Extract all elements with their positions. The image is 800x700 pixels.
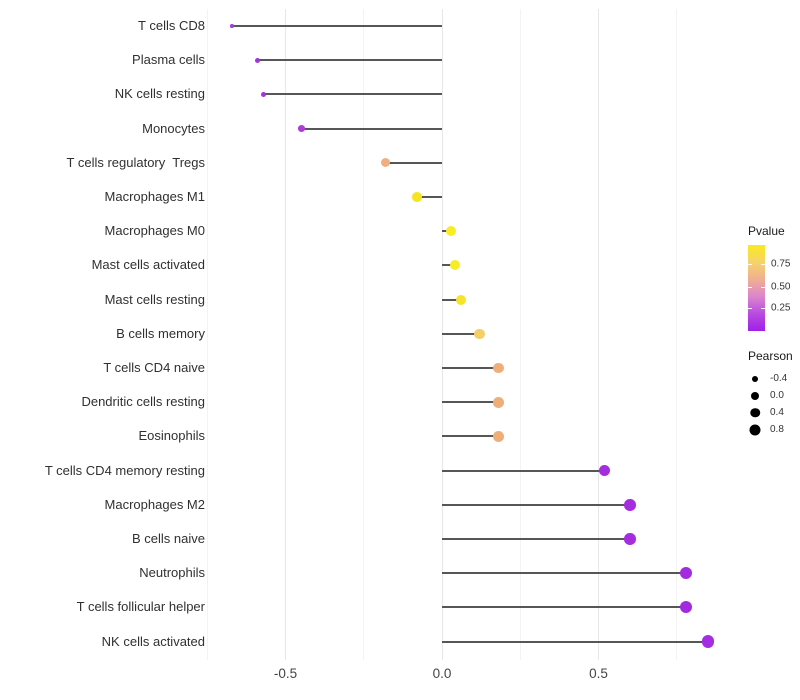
size-legend-label: -0.4 <box>770 373 788 384</box>
lollipop-stick <box>416 196 442 198</box>
gridline <box>519 9 521 660</box>
y-axis-label: Eosinophils <box>138 428 206 444</box>
lollipop-dot <box>624 499 636 511</box>
lollipop-dot <box>455 294 466 305</box>
colorbar-tick <box>761 287 765 289</box>
y-axis-label: NK cells resting <box>114 86 205 102</box>
lollipop-dot <box>381 158 391 168</box>
y-axis-label: Mast cells activated <box>91 257 205 273</box>
colorbar-tick-label: 0.25 <box>771 302 791 314</box>
y-axis-label: NK cells activated <box>101 633 205 649</box>
lollipop-dot <box>297 125 305 132</box>
size-legend-dot <box>752 375 758 382</box>
size-legend-dot <box>751 391 759 400</box>
lollipop-stick <box>442 538 630 540</box>
gridline <box>285 9 286 660</box>
colorbar-tick <box>748 264 752 266</box>
gridline <box>676 9 678 660</box>
lollipop-dot <box>492 431 504 442</box>
size-legend-key <box>748 423 762 437</box>
y-axis-label: Macrophages M2 <box>104 496 205 512</box>
size-legend-key <box>748 372 762 386</box>
lollipop-dot <box>680 567 693 580</box>
size-legend-entry: -0.4 <box>748 370 793 387</box>
lollipop-stick <box>385 161 442 164</box>
y-axis-label: T cells CD8 <box>138 18 205 33</box>
y-axis-label: T cells follicular helper <box>76 599 205 615</box>
pvalue-legend-title: Pvalue <box>748 224 785 238</box>
lollipop-dot <box>701 635 715 648</box>
lollipop-dot <box>492 396 504 408</box>
lollipop-dot <box>474 328 485 340</box>
y-axis-label: Neutrophils <box>139 565 205 581</box>
x-tick-label: 0.0 <box>432 666 452 681</box>
lollipop-stick <box>442 298 461 301</box>
lollipop-stick <box>442 503 630 506</box>
colorbar-tick-label: 0.75 <box>771 258 791 270</box>
pearson-size-legend: Pearson -0.4 0.0 0.4 0.8 <box>748 349 793 438</box>
lollipop-stick <box>442 606 687 609</box>
colorbar-tick <box>761 264 765 266</box>
size-legend-dot <box>750 407 760 418</box>
y-axis-label: B cells naive <box>132 531 205 546</box>
lollipop-stick <box>263 93 442 96</box>
size-legend-label: 0.8 <box>770 424 784 435</box>
gridline <box>206 9 208 660</box>
lollipop-stick <box>442 264 455 267</box>
lollipop-stick <box>301 127 442 130</box>
y-axis-label: T cells regulatory Tregs <box>66 154 205 170</box>
size-legend-entry: 0.8 <box>748 421 793 438</box>
colorbar-tick <box>761 308 765 310</box>
colorbar-tick <box>748 308 752 310</box>
size-legend-label: 0.4 <box>770 407 784 418</box>
size-legend-key <box>748 389 762 403</box>
lollipop-stick <box>442 435 499 438</box>
lollipop-dot <box>446 226 457 237</box>
lollipop-stick <box>442 640 709 643</box>
y-axis-label: Macrophages M0 <box>104 223 205 239</box>
lollipop-dot <box>624 533 636 545</box>
lollipop-stick <box>442 572 687 575</box>
lollipop-stick <box>442 469 605 472</box>
size-legend-key <box>748 406 762 420</box>
y-axis-label: Plasma cells <box>132 52 205 68</box>
gridline <box>363 9 365 660</box>
y-axis-label: Monocytes <box>142 120 205 136</box>
colorbar-tick <box>748 287 752 289</box>
pearson-legend-title: Pearson <box>748 349 793 363</box>
size-legend-dot <box>749 424 761 435</box>
colorbar: 0.75 0.50 0.25 <box>748 245 800 333</box>
y-axis-label: T cells CD4 memory resting <box>44 462 205 478</box>
x-tick-label: 0.5 <box>589 666 608 681</box>
y-axis-label: Macrophages M1 <box>104 189 205 204</box>
colorbar-gradient <box>748 245 765 331</box>
lollipop-stick <box>257 59 442 62</box>
lollipop-dot <box>599 464 611 477</box>
lollipop-stick <box>442 401 499 404</box>
lollipop-dot <box>680 601 693 614</box>
size-legend-entries: -0.4 0.0 0.4 0.8 <box>748 370 793 438</box>
gridline <box>598 9 599 660</box>
y-axis-label: T cells CD4 naive <box>103 360 205 375</box>
lollipop-stick <box>232 25 442 27</box>
lollipop-dot <box>492 362 504 374</box>
y-axis-label: B cells memory <box>116 325 205 341</box>
lollipop-stick <box>442 332 480 335</box>
x-tick-label: -0.5 <box>273 666 298 681</box>
lollipop-dot <box>412 192 422 202</box>
lollipop-dot <box>449 260 460 271</box>
y-axis-label: Mast cells resting <box>104 291 205 307</box>
lollipop-stick <box>442 367 499 369</box>
size-legend-label: 0.0 <box>770 390 784 401</box>
size-legend-entry: 0.0 <box>748 387 793 404</box>
lollipop-dot <box>230 24 235 28</box>
lollipop-dot <box>254 57 261 63</box>
colorbar-tick-label: 0.50 <box>771 281 791 293</box>
y-axis-label: Dendritic cells resting <box>81 394 205 410</box>
size-legend-entry: 0.4 <box>748 404 793 421</box>
pvalue-legend: Pvalue 0.75 0.50 0.25 <box>748 224 800 333</box>
lollipop-dot <box>260 91 267 98</box>
